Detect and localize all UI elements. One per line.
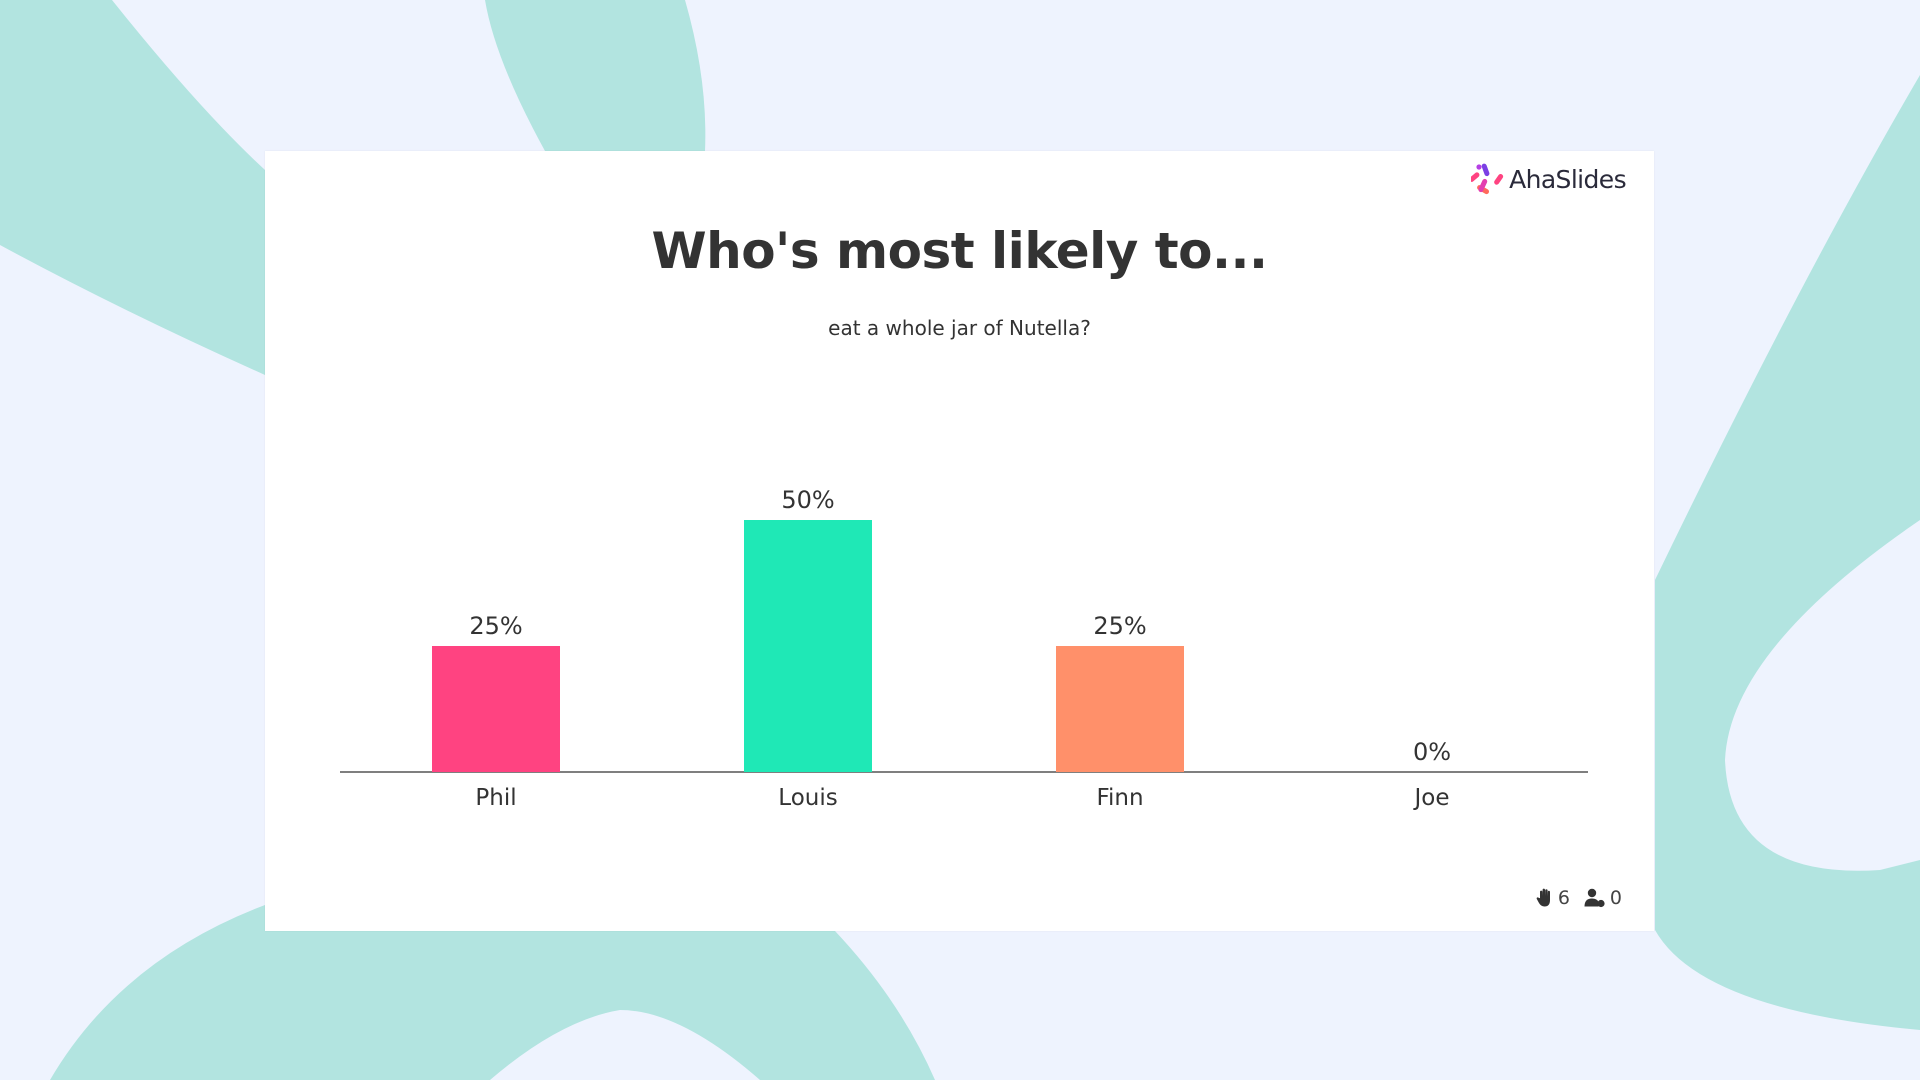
slide-card: AhaSlides Who's most likely to... eat a …	[265, 151, 1654, 931]
bg-shape-top-center	[485, 0, 706, 151]
bg-shape-right	[1655, 75, 1920, 1030]
hand-icon	[1536, 888, 1550, 907]
category-label-joe: Joe	[1412, 785, 1449, 811]
category-label-phil: Phil	[475, 785, 516, 811]
data-label-finn: 25%	[1093, 612, 1146, 640]
data-label-phil: 25%	[469, 612, 522, 640]
category-label-finn: Finn	[1096, 785, 1143, 811]
brand-name: AhaSlides	[1509, 164, 1627, 194]
bar-chart: 25% Phil 50% Louis 25% Finn 0% Joe	[340, 486, 1588, 811]
ahaslides-burst-icon	[1471, 163, 1504, 195]
participants-count: 0	[1609, 887, 1622, 909]
slide-title: Who's most likely to...	[651, 222, 1268, 280]
user-icon	[1584, 888, 1605, 908]
data-label-louis: 50%	[781, 486, 834, 514]
reactions-count: 6	[1557, 887, 1570, 909]
bg-shape-top-left	[0, 0, 265, 375]
bg-shape-bottom	[50, 905, 935, 1080]
response-stats: 6 0	[1536, 887, 1622, 909]
participants-stat: 0	[1584, 887, 1622, 909]
bar-louis	[744, 520, 872, 772]
slide-subtitle: eat a whole jar of Nutella?	[828, 316, 1091, 340]
reactions-stat: 6	[1536, 887, 1570, 909]
brand-logo: AhaSlides	[1471, 161, 1627, 197]
data-label-joe: 0%	[1413, 738, 1451, 766]
bar-phil	[432, 646, 560, 772]
category-label-louis: Louis	[778, 785, 837, 811]
bar-finn	[1056, 646, 1184, 772]
